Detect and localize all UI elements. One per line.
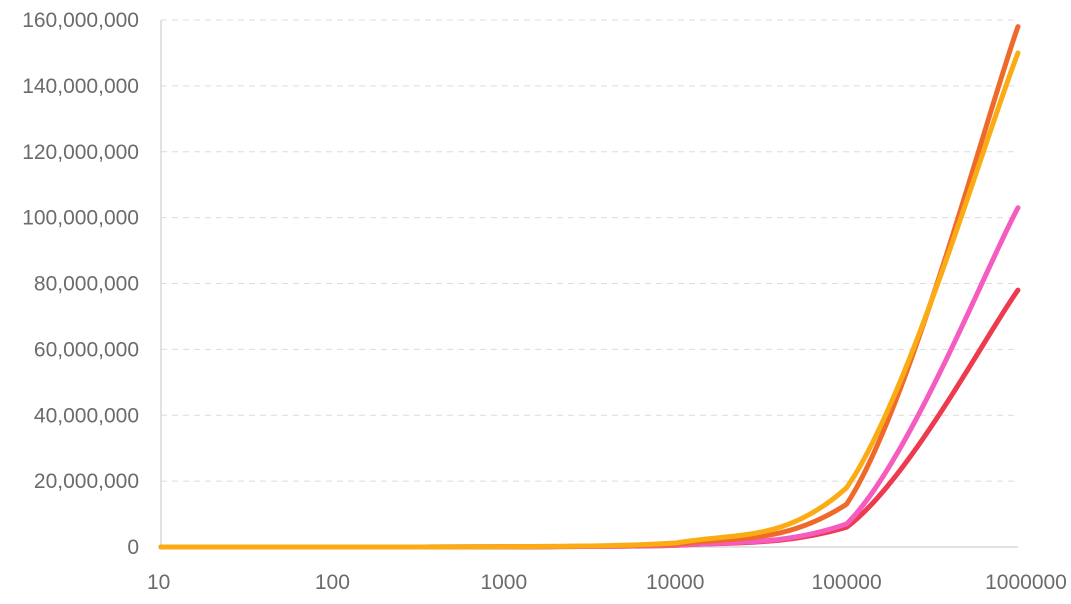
y-tick-label: 140,000,000 (22, 75, 139, 98)
x-tick-label: 10 (147, 571, 170, 594)
y-tick-label: 80,000,000 (34, 273, 139, 296)
x-tick-label: 100 (315, 571, 350, 594)
y-tick-label: 120,000,000 (22, 141, 139, 164)
tick-label-layer: 0 20,000,000 40,000,000 60,000,000 80,000,00… (22, 9, 1067, 594)
y-tick-label: 20,000,000 (34, 470, 139, 493)
y-tick-label: 100,000,000 (22, 207, 139, 230)
series-line-4 (158, 50, 1021, 550)
series-layer (158, 24, 1021, 550)
y-tick-label: 40,000,000 (34, 404, 139, 427)
series-line-2 (158, 205, 1021, 550)
x-tick-label: 1000 (480, 571, 527, 594)
x-tick-label: 100000 (812, 571, 882, 594)
x-tick-label: 10000 (646, 571, 704, 594)
x-tick-label: 1000000 (985, 571, 1067, 594)
y-tick-label: 60,000,000 (34, 338, 139, 361)
y-tick-label: 160,000,000 (22, 9, 139, 32)
y-tick-label: 0 (127, 536, 139, 559)
